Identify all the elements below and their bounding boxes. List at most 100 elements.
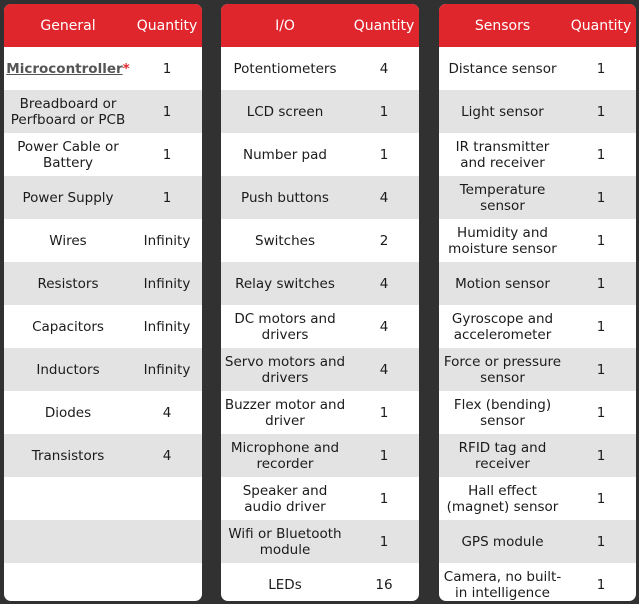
table-row: Humidity and moisture sensor 1	[439, 219, 636, 262]
table-row: Speaker and audio driver 1	[221, 477, 419, 520]
item-name: LCD screen	[246, 103, 324, 120]
table-row: Breadboard or Perfboard or PCB 1	[4, 90, 202, 133]
item-name: Light sensor	[461, 103, 544, 120]
table-row: Force or pressure sensor 1	[439, 348, 636, 391]
item-name: Microphone and recorder	[230, 439, 340, 472]
item-qty: Infinity	[143, 275, 191, 292]
table-row: Relay switches 4	[221, 262, 419, 305]
table-row: Capacitors Infinity	[4, 305, 202, 348]
item-name: Wires	[49, 232, 87, 249]
microcontroller-link[interactable]: Microcontroller	[6, 60, 123, 77]
table-row: Flex (bending) sensor 1	[439, 391, 636, 434]
table-row: Light sensor 1	[439, 90, 636, 133]
general-header-qty: Quantity	[136, 17, 198, 34]
table-row: Resistors Infinity	[4, 262, 202, 305]
item-qty: 2	[379, 232, 389, 249]
table-row: LCD screen 1	[221, 90, 419, 133]
table-row: IR transmitter and receiver 1	[439, 133, 636, 176]
item-qty: 4	[379, 275, 389, 292]
item-qty: 1	[379, 447, 389, 464]
item-qty: 1	[596, 404, 606, 421]
item-name: Buzzer motor and driver	[224, 396, 346, 429]
item-qty: 1	[162, 146, 172, 163]
table-row: Switches 2	[221, 219, 419, 262]
item-name: Relay switches	[235, 275, 335, 292]
item-name: Resistors	[37, 275, 99, 292]
table-row: Transistors 4	[4, 434, 202, 477]
item-qty: 4	[379, 189, 389, 206]
table-row: Power Supply 1	[4, 176, 202, 219]
item-name: Temperature sensor	[459, 181, 546, 214]
item-qty: 1	[162, 189, 172, 206]
item-name: Switches	[255, 232, 315, 249]
item-name: Breadboard or Perfboard or PCB	[10, 95, 126, 128]
item-name: Potentiometers	[233, 60, 337, 77]
sensors-header-qty: Quantity	[570, 17, 632, 34]
item-qty: 4	[162, 404, 172, 421]
item-name: Transistors	[31, 447, 105, 464]
table-row: LEDs 16	[221, 563, 419, 601]
item-qty: Infinity	[143, 361, 191, 378]
item-name: Humidity and moisture sensor	[448, 224, 557, 257]
general-header: General Quantity	[4, 4, 202, 47]
table-row: Camera, no built-in intelligence 1	[439, 563, 636, 601]
item-qty: 1	[596, 103, 606, 120]
table-row: Microphone and recorder 1	[221, 434, 419, 477]
item-qty: 4	[379, 60, 389, 77]
table-row-empty	[4, 563, 202, 601]
item-name: Number pad	[243, 146, 327, 163]
item-qty: 1	[596, 60, 606, 77]
table-row: Number pad 1	[221, 133, 419, 176]
item-qty: 1	[596, 189, 606, 206]
item-qty: 1	[379, 146, 389, 163]
table-row: Wires Infinity	[4, 219, 202, 262]
item-name: Inductors	[36, 361, 100, 378]
sensors-table: Sensors Quantity Distance sensor 1 Light…	[439, 4, 636, 601]
item-qty: 4	[162, 447, 172, 464]
item-name: Microcontroller*	[4, 61, 132, 77]
table-row: Motion sensor 1	[439, 262, 636, 305]
item-qty: 1	[596, 447, 606, 464]
item-qty: 1	[379, 103, 389, 120]
item-qty: 1	[596, 490, 606, 507]
table-row: Power Cable or Battery 1	[4, 133, 202, 176]
io-table: I/O Quantity Potentiometers 4 LCD screen…	[221, 4, 419, 601]
table-row: Push buttons 4	[221, 176, 419, 219]
item-name: Flex (bending) sensor	[453, 396, 552, 429]
table-row: Buzzer motor and driver 1	[221, 391, 419, 434]
table-row-empty	[4, 477, 202, 520]
item-name: RFID tag and receiver	[458, 439, 547, 472]
table-row: Servo motors and drivers 4	[221, 348, 419, 391]
item-name: Capacitors	[32, 318, 104, 335]
item-qty: 1	[596, 232, 606, 249]
item-name: Motion sensor	[455, 275, 550, 292]
io-header-name: I/O	[275, 17, 295, 34]
io-header-qty: Quantity	[353, 17, 415, 34]
item-qty: 1	[596, 576, 606, 593]
item-qty: 1	[596, 361, 606, 378]
table-row: Gyroscope and accelerometer 1	[439, 305, 636, 348]
item-name: Hall effect (magnet) sensor	[446, 482, 559, 515]
item-qty: 1	[596, 318, 606, 335]
item-name: Distance sensor	[448, 60, 557, 77]
io-header: I/O Quantity	[221, 4, 419, 47]
item-name: Diodes	[44, 404, 92, 421]
item-name: Camera, no built-in intelligence	[443, 568, 562, 601]
table-row: Diodes 4	[4, 391, 202, 434]
item-name: Push buttons	[241, 189, 329, 206]
table-row: DC motors and drivers 4	[221, 305, 419, 348]
item-qty: 1	[596, 533, 606, 550]
item-name: DC motors and drivers	[234, 310, 336, 343]
table-row: Inductors Infinity	[4, 348, 202, 391]
item-qty: Infinity	[143, 232, 191, 249]
item-qty: Infinity	[143, 318, 191, 335]
table-row: Temperature sensor 1	[439, 176, 636, 219]
item-qty: 1	[596, 146, 606, 163]
sensors-header-name: Sensors	[474, 17, 531, 34]
item-qty: 1	[379, 404, 389, 421]
item-name: GPS module	[461, 533, 544, 550]
sensors-header: Sensors Quantity	[439, 4, 636, 47]
table-row: Hall effect (magnet) sensor 1	[439, 477, 636, 520]
item-qty: 16	[375, 576, 393, 593]
item-name: IR transmitter and receiver	[455, 138, 550, 171]
